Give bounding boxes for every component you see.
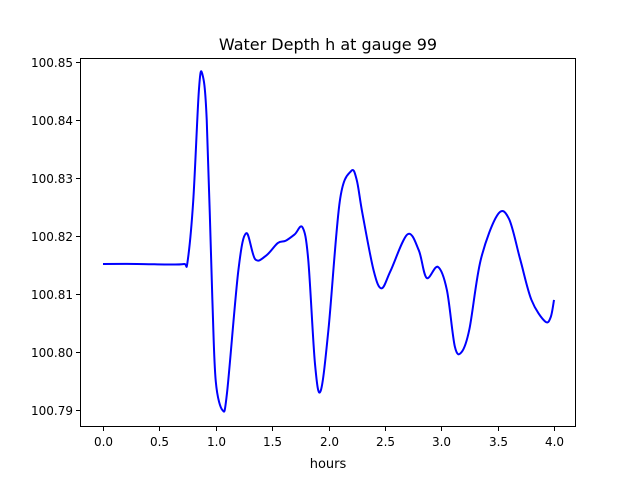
x-tick-label: 1.0	[207, 435, 226, 449]
y-tick-label: 100.82	[31, 230, 73, 244]
y-tick-label: 100.85	[31, 56, 73, 70]
x-tick-label: 3.5	[489, 435, 508, 449]
x-axis-ticks: 0.0 0.5 1.0 1.5 2.0 2.5 3.0 3.5 4.0	[94, 427, 564, 449]
x-tick-label: 2.5	[376, 435, 395, 449]
x-tick-label: 0.0	[94, 435, 113, 449]
y-tick-label: 100.80	[31, 346, 73, 360]
x-axis-label: hours	[310, 457, 347, 472]
plot-frame	[80, 58, 576, 427]
y-tick-label: 100.83	[31, 172, 73, 186]
y-tick-label: 100.84	[31, 114, 73, 128]
x-tick-label: 4.0	[545, 435, 564, 449]
y-axis-ticks: 100.79 100.80 100.81 100.82 100.83 100.84 100.…	[31, 56, 80, 418]
x-tick-label: 3.0	[432, 435, 451, 449]
series-line-h	[103, 70, 555, 413]
chart-title: Water Depth h at gauge 99	[219, 35, 437, 54]
y-tick-label: 100.79	[31, 404, 73, 418]
x-tick-label: 0.5	[150, 435, 169, 449]
x-tick-label: 1.5	[263, 435, 282, 449]
x-tick-label: 2.0	[320, 435, 339, 449]
y-tick-label: 100.81	[31, 288, 73, 302]
